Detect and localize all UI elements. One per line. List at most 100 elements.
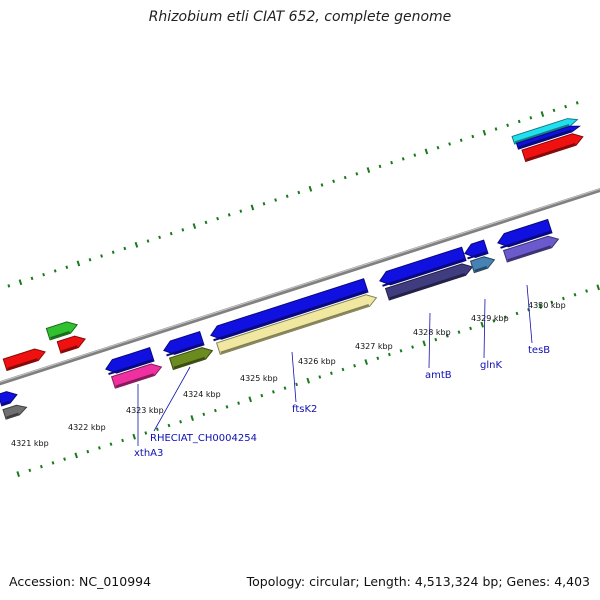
gene-arrow-steelblue [469,256,496,274]
map-title: Rhizobium etli CIAT 652, complete genome [148,9,452,25]
gene-arrow-green [45,321,79,341]
gene-arrow-red-shade [61,345,78,353]
outer-tick-mark [65,265,69,269]
inner-tick-mark [596,284,600,291]
outer-tick-mark [378,164,382,169]
inner-tick-mark [28,468,32,473]
tick-label: 4323 kbp [126,406,164,415]
outer-tick-mark [30,276,34,281]
inner-tick-mark [109,442,113,446]
inner-tick-mark [469,326,473,331]
inner-tick-mark [411,345,415,349]
gene-label: RHECIAT_CH0004254 [150,433,257,444]
outer-tick-mark [494,127,498,131]
inner-tick-mark [74,452,78,459]
gene-arrow-red-shade [7,358,38,370]
outer-tick-mark [274,198,278,202]
inner-tick-mark [167,423,171,428]
gene-label-leader [428,312,431,369]
inner-tick-mark [445,334,449,338]
gene-arrow-pink-shade [115,373,155,388]
inner-tick-mark [434,337,438,342]
outer-tick-mark [297,190,301,195]
gene-arrow-green-shade [50,331,70,340]
inner-tick-mark [376,356,380,361]
gene-arrow-steelblue-shade [474,266,488,272]
outer-tick-mark [482,129,487,136]
inner-tick-mark [585,289,589,293]
outer-tick-mark [158,235,162,240]
gene-arrow-olive [168,347,214,371]
outer-tick-mark [111,250,115,254]
tick-label: 4324 kbp [183,390,221,399]
outer-tick-mark [262,201,266,206]
inner-tick-mark [248,396,252,403]
gene-arrow-red [56,335,86,354]
outer-tick-mark [100,254,104,258]
gene-arrow-blue-shade [166,342,203,357]
gene-arrow-red [2,348,46,372]
outer-tick-mark [239,209,243,213]
gene-arrow-darkblue [384,263,474,301]
inner-tick-mark [237,401,241,405]
gene-arrow-blue [0,391,18,407]
inner-tick-mark [306,377,310,384]
outer-tick-mark [424,148,429,155]
gene-arrow-gray-shade [6,412,19,419]
inner-tick-mark [561,296,565,301]
gene-label: ftsK2 [292,404,317,415]
outer-tick-mark [529,116,533,120]
outer-tick-mark [517,119,521,124]
outer-tick-mark [401,157,405,161]
inner-tick-mark [492,319,496,323]
outer-tick-mark [575,101,579,105]
outer-tick-mark [413,153,417,157]
inner-tick-mark [341,367,345,372]
outer-tick-mark [552,108,556,113]
outer-tick-mark [366,167,371,174]
gene-arrow-cyan-shade [514,123,570,144]
inner-tick-mark [295,382,299,387]
gene-arrow-yellow-shade [220,304,370,354]
outer-tick-mark [308,185,313,192]
outer-tick-mark [355,172,359,176]
inner-tick-mark [399,349,403,353]
label-layer: 4321 kbp 4322 kbp 4323 kbp 4324 kbp 4325 kbp… [11,284,566,459]
inner-tick-mark [121,438,125,443]
inner-tick-mark [422,340,426,347]
outer-tick-mark [390,160,394,165]
gene-arrow-blue-shade [518,129,572,149]
outer-tick-mark [42,272,46,277]
outer-tick-mark [18,279,23,286]
outer-tick-mark [320,183,324,187]
outer-tick-mark [250,204,255,211]
inner-tick-mark [144,431,148,435]
gene-arrow-blue-shade [467,251,487,260]
inner-tick-mark [283,386,287,390]
gene-arrow-red [521,133,584,163]
outer-tick-mark [540,111,545,117]
gene-arrow-olive-shade [173,356,206,369]
outer-tick-mark [123,246,127,251]
gene-arrow-blue-shade [500,230,551,249]
tick-label: 4321 kbp [11,439,49,448]
gene-label-leader [483,298,486,359]
outer-tick-mark [332,179,336,184]
inner-tick-mark [515,311,519,316]
inner-tick-mark [179,420,183,424]
inner-tick-mark [86,449,90,454]
outer-tick-mark [7,284,11,288]
outer-tick-mark [216,216,220,221]
tick-label: 4327 kbp [355,342,393,351]
inner-tick-mark [213,408,217,413]
inner-tick-mark [260,393,264,398]
outer-tick-mark [192,223,197,230]
outer-tick-mark [564,104,568,109]
tick-label: 4328 kbp [413,328,451,337]
outer-tick-mark [134,241,139,248]
gene-label: glnK [480,360,502,371]
inner-tick-mark [132,433,136,440]
outer-tick-mark [181,228,185,232]
inner-tick-mark [271,390,275,394]
